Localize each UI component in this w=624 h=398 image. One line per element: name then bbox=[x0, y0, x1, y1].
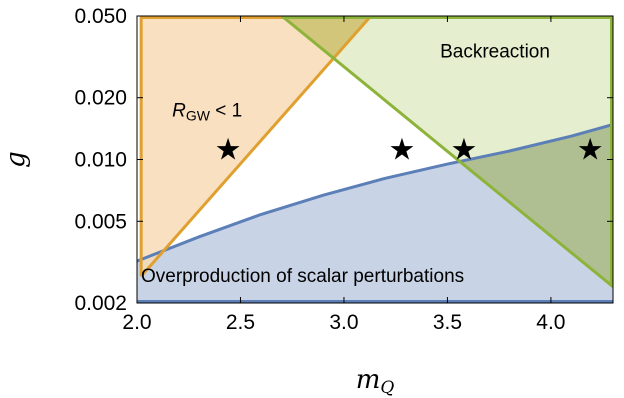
rgw-label-main: R bbox=[172, 101, 186, 122]
x-tick-label: 2.0 bbox=[122, 311, 151, 334]
y-tick-label: 0.020 bbox=[74, 87, 127, 110]
star-marker: ★ bbox=[451, 133, 478, 168]
star-marker: ★ bbox=[577, 133, 604, 168]
x-tick-label: 3.0 bbox=[329, 311, 358, 334]
backreaction-boundary bbox=[280, 16, 613, 288]
x-tick-label: 3.5 bbox=[433, 311, 462, 334]
x-tick-label: 4.0 bbox=[536, 311, 565, 334]
backreaction-label: Backreaction bbox=[440, 42, 550, 63]
rgw-label-rest: < 1 bbox=[210, 101, 242, 122]
x-axis-label: mQ bbox=[356, 365, 395, 398]
overproduction-boundary bbox=[137, 123, 613, 263]
x-axis-label-main: m bbox=[356, 365, 381, 395]
y-axis-label: g bbox=[1, 151, 31, 168]
y-tick-label: 0.050 bbox=[74, 5, 127, 28]
star-marker: ★ bbox=[388, 133, 415, 168]
star-marker: ★ bbox=[215, 133, 242, 168]
x-axis-label-sub: Q bbox=[380, 378, 394, 398]
x-tick-label: 2.5 bbox=[226, 311, 255, 334]
overproduction-label: Overproduction of scalar perturbations bbox=[141, 266, 464, 287]
y-tick-label: 0.002 bbox=[74, 292, 127, 315]
y-tick-label: 0.010 bbox=[74, 149, 127, 172]
rgw-label-sub: GW bbox=[186, 108, 211, 124]
rgw-label: RGW < 1 bbox=[172, 101, 242, 124]
y-tick-label: 0.005 bbox=[74, 210, 127, 233]
